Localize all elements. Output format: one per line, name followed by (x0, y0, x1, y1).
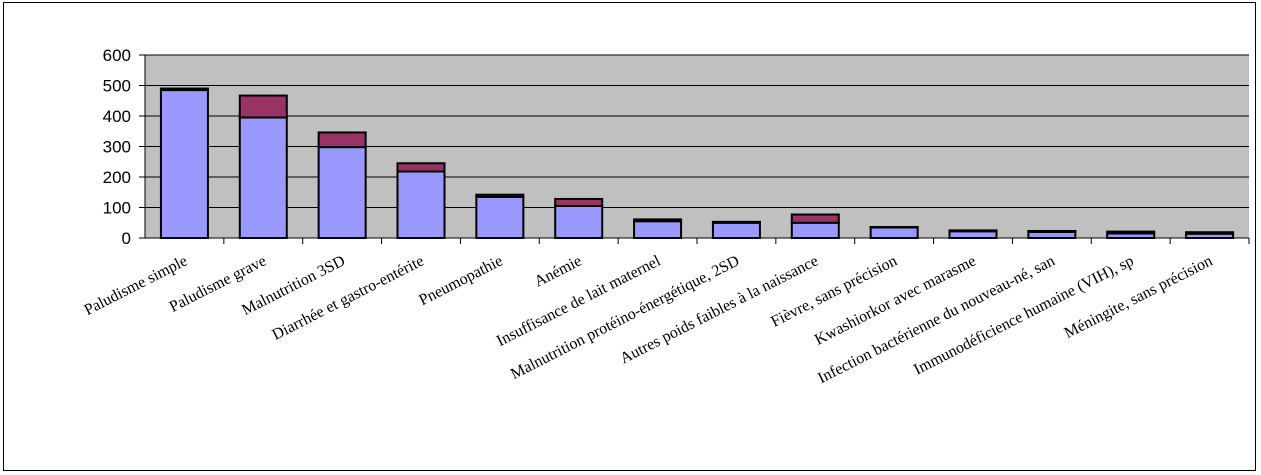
bar-segment-bottom (633, 220, 683, 240)
x-tick-label: Diarrhée et gastro-entérite (269, 252, 426, 343)
bar-segment-top (1106, 230, 1156, 235)
bar-segment-top (948, 229, 998, 233)
bar-segment-bottom (790, 221, 840, 239)
bar-segment-top (633, 218, 683, 223)
bar-segment-bottom (554, 204, 604, 240)
bar-segment-bottom (869, 226, 919, 239)
bar-segment-bottom (948, 230, 998, 239)
bar-segment-top (790, 213, 840, 224)
bar-segment-bottom (238, 116, 288, 239)
y-tick-label: 200 (103, 168, 131, 187)
bar-segment-bottom (159, 89, 209, 239)
y-tick-label: 0 (122, 229, 131, 248)
x-tick-label: Fièvre, sans précision (768, 252, 900, 330)
y-tick-label: 100 (103, 199, 131, 218)
y-tick-label: 300 (103, 138, 131, 157)
y-tick-label: 600 (103, 46, 131, 65)
chart-frame: 0 100 200 300 400 500 600 Paludisme simple Palu… (3, 2, 1256, 471)
y-tick-label: 400 (103, 107, 131, 126)
y-tick-label: 500 (103, 77, 131, 96)
bar-segment-top (317, 131, 367, 149)
bar-segment-top (1185, 231, 1235, 235)
bars (159, 87, 1235, 240)
bar-segment-top (711, 220, 761, 224)
bar-segment-top (1027, 229, 1077, 233)
y-tick-labels: 0 100 200 300 400 500 600 (103, 46, 131, 248)
bar-segment-top (396, 162, 446, 173)
bar-segment-bottom (317, 146, 367, 239)
bar-segment-top (869, 226, 919, 229)
bar-segment-top (159, 87, 209, 92)
bar-segment-bottom (711, 221, 761, 239)
bar-segment-top (554, 197, 604, 207)
bar-chart: 0 100 200 300 400 500 600 Paludisme simplePalu… (82, 46, 1250, 387)
bar-segment-bottom (475, 195, 525, 239)
x-tick-label: Méningite, sans précision (1062, 252, 1216, 342)
x-tick-label: Pneumopathie (416, 252, 505, 309)
bar-segment-top (475, 193, 525, 198)
bar-segment-bottom (396, 170, 446, 239)
x-tick-label: Anémie (532, 252, 585, 290)
bar-segment-top (238, 94, 288, 119)
